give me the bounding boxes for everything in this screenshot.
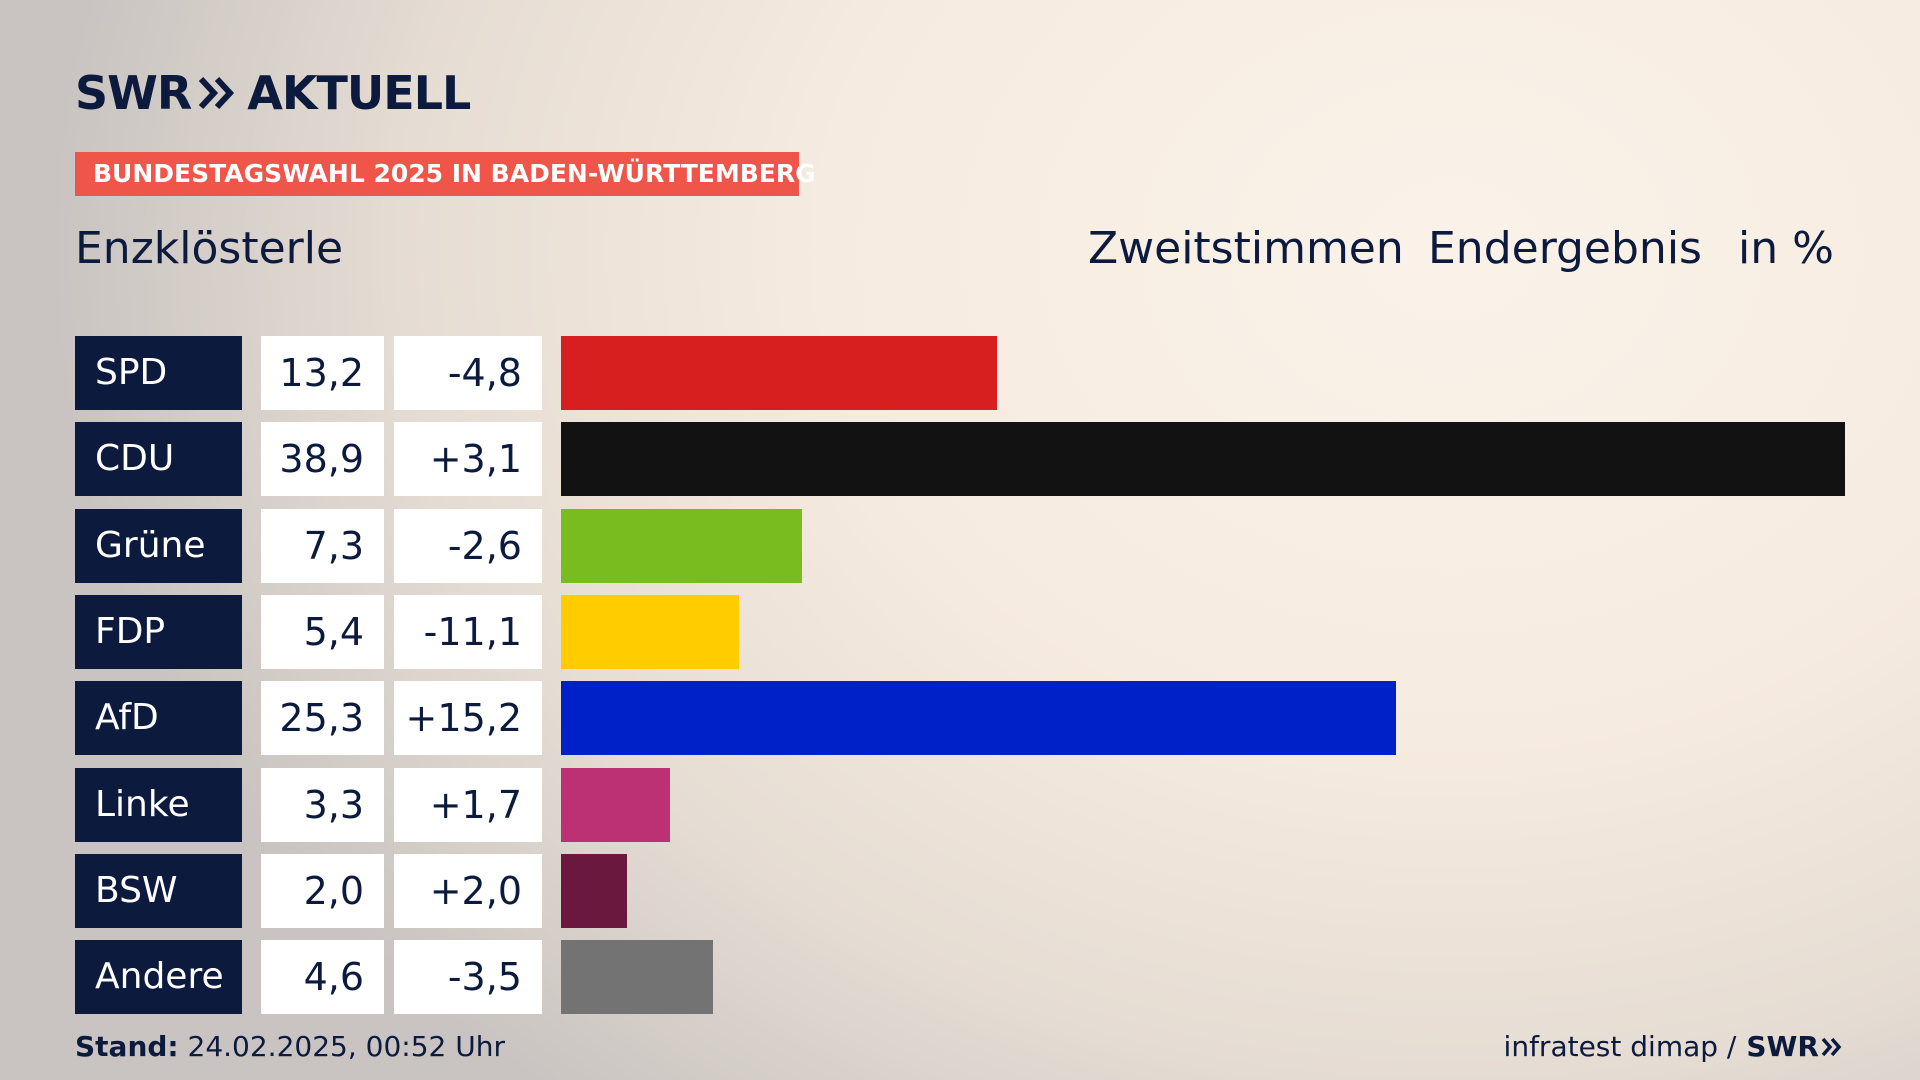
footer-source: infratest dimap / SWR	[1504, 1030, 1843, 1064]
footer-timestamp: Stand: 24.02.2025, 00:52 Uhr	[75, 1030, 505, 1064]
result-row: SPD 13,2 -4,8	[0, 336, 1920, 411]
vote-share-value: 5,4	[261, 595, 384, 669]
region-title: Enzklösterle	[75, 223, 344, 274]
party-label: SPD	[75, 336, 242, 410]
stand-label: Stand:	[75, 1030, 179, 1063]
result-row: Linke 3,3 +1,7	[0, 768, 1920, 843]
result-bar	[561, 768, 670, 842]
party-label: BSW	[75, 854, 242, 928]
vote-change-value: +3,1	[394, 422, 542, 496]
vote-change-value: +2,0	[394, 854, 542, 928]
result-bar	[561, 509, 802, 583]
logo-aktuell-text: AKTUELL	[247, 66, 471, 120]
party-label: Grüne	[75, 509, 242, 583]
result-bar	[561, 681, 1396, 755]
result-row: CDU 38,9 +3,1	[0, 422, 1920, 497]
party-label: FDP	[75, 595, 242, 669]
result-row: Andere 4,6 -3,5	[0, 940, 1920, 1015]
stand-value: 24.02.2025, 00:52 Uhr	[178, 1030, 505, 1063]
party-label: Andere	[75, 940, 242, 1014]
result-row: AfD 25,3 +15,2	[0, 681, 1920, 756]
vote-change-value: -11,1	[394, 595, 542, 669]
source-text: infratest dimap /	[1503, 1030, 1737, 1063]
vote-change-value: -4,8	[394, 336, 542, 410]
vote-change-value: -3,5	[394, 940, 542, 1014]
result-row: Grüne 7,3 -2,6	[0, 509, 1920, 584]
party-label: CDU	[75, 422, 242, 496]
vote-share-value: 38,9	[261, 422, 384, 496]
small-logo-text: SWR	[1746, 1030, 1819, 1063]
vote-share-value: 4,6	[261, 940, 384, 1014]
double-chevron-icon	[199, 76, 235, 110]
vote-share-value: 3,3	[261, 768, 384, 842]
swr-aktuell-logo: SWR AKTUELL	[75, 66, 471, 120]
election-banner: BUNDESTAGSWAHL 2025 IN BADEN-WÜRTTEMBERG	[75, 152, 816, 196]
vote-share-value: 25,3	[261, 681, 384, 755]
header-votes: Zweitstimmen	[1088, 223, 1404, 274]
result-bar	[561, 940, 713, 1014]
header-unit: in %	[1738, 223, 1834, 274]
vote-change-value: -2,6	[394, 509, 542, 583]
result-bar	[561, 422, 1845, 496]
vote-change-value: +15,2	[394, 681, 542, 755]
result-row: BSW 2,0 +2,0	[0, 854, 1920, 929]
result-row: FDP 5,4 -11,1	[0, 595, 1920, 670]
result-bar	[561, 854, 627, 928]
vote-share-value: 13,2	[261, 336, 384, 410]
small-double-chevron-icon	[1821, 1037, 1842, 1057]
result-bar	[561, 595, 739, 669]
logo-swr-text: SWR	[75, 66, 192, 120]
vote-change-value: +1,7	[394, 768, 542, 842]
party-label: AfD	[75, 681, 242, 755]
result-bar	[561, 336, 997, 410]
small-swr-logo: SWR	[1746, 1030, 1843, 1064]
vote-share-value: 7,3	[261, 509, 384, 583]
header-status: Endergebnis	[1428, 223, 1702, 274]
vote-share-value: 2,0	[261, 854, 384, 928]
party-label: Linke	[75, 768, 242, 842]
